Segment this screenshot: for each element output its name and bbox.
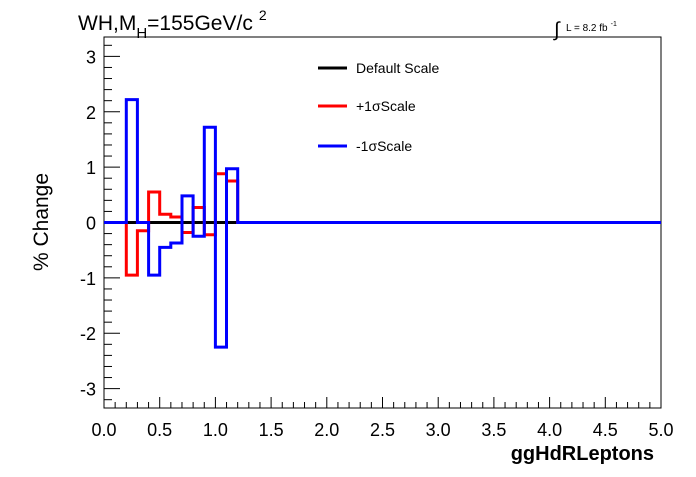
x-axis-label: ggHdRLeptons xyxy=(511,443,654,465)
x-tick-label: 5.0 xyxy=(648,420,673,440)
chart-title: WH,MH=155GeV/c 2 xyxy=(78,7,267,42)
x-tick-label: 1.0 xyxy=(203,420,228,440)
x-tick-label: 4.0 xyxy=(537,420,562,440)
axis-ticks xyxy=(103,44,662,408)
series-lines xyxy=(104,98,661,349)
legend: Default Scale +1σScale -1σScale xyxy=(318,60,439,154)
y-axis-label: % Change xyxy=(30,173,53,271)
series-line-2 xyxy=(104,98,661,349)
y-tick-label: -1 xyxy=(80,269,96,289)
x-tick-label: 2.5 xyxy=(370,420,395,440)
y-tick-label: 0 xyxy=(86,214,96,234)
x-tick-label: 4.5 xyxy=(593,420,618,440)
x-tick-label: 1.5 xyxy=(259,420,284,440)
x-tick-label: 0.0 xyxy=(91,420,116,440)
y-tick-label: 1 xyxy=(86,158,96,178)
axis-tick-labels: 0.0 0.5 1.0 1.5 2.0 2.5 3.0 3.5 4.0 4.5 5.0 -3 -2 -1 0… xyxy=(80,47,674,440)
y-tick-label: 2 xyxy=(86,103,96,123)
y-tick-label: 3 xyxy=(86,47,96,67)
legend-label: -1σScale xyxy=(356,138,412,154)
x-tick-label: 0.5 xyxy=(147,420,172,440)
luminosity-label: L = 8.2 fb -1 xyxy=(566,21,617,34)
y-tick-label: -3 xyxy=(80,380,96,400)
x-tick-label: 2.0 xyxy=(314,420,339,440)
x-tick-label: 3.0 xyxy=(426,420,451,440)
integral-symbol: ∫ xyxy=(553,19,561,41)
y-tick-label: -2 xyxy=(80,324,96,344)
legend-label: +1σScale xyxy=(356,98,416,114)
legend-label: Default Scale xyxy=(356,60,439,76)
x-tick-label: 3.5 xyxy=(481,420,506,440)
